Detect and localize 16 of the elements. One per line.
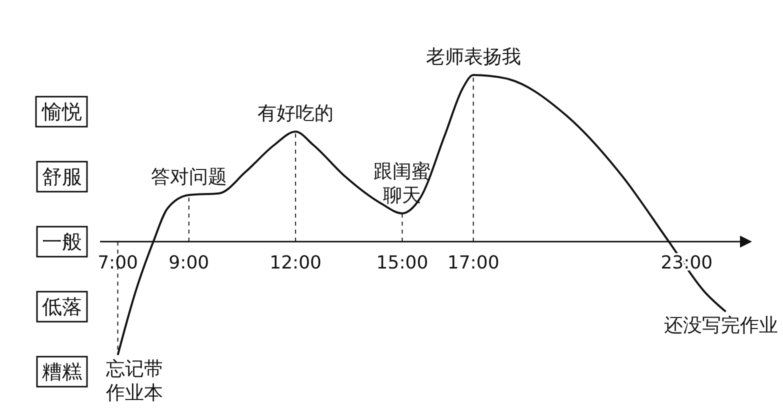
annotation: 老师表扬我 bbox=[426, 46, 521, 68]
x-tick-label: 9:00 bbox=[168, 252, 210, 274]
annotation: 跟闺蜜聊天 bbox=[374, 160, 431, 206]
text: 一般 bbox=[42, 230, 82, 254]
text: 愉悦 bbox=[41, 100, 82, 124]
text: 低落 bbox=[42, 294, 82, 319]
x-tick-label: 15:00 bbox=[376, 252, 428, 274]
annotation: 有好吃的 bbox=[258, 102, 334, 125]
annotation: 答对问题 bbox=[150, 166, 227, 188]
annotation: 忘记带作业本 bbox=[104, 358, 163, 404]
x-tick-label: 7:00 bbox=[98, 252, 138, 274]
x-tick-label: 12:00 bbox=[270, 252, 322, 274]
annotation: 还没写完作业 bbox=[664, 314, 778, 337]
text: 舒服 bbox=[42, 164, 82, 189]
text: 糟糕 bbox=[42, 360, 82, 384]
x-tick-label: 17:00 bbox=[447, 252, 500, 274]
